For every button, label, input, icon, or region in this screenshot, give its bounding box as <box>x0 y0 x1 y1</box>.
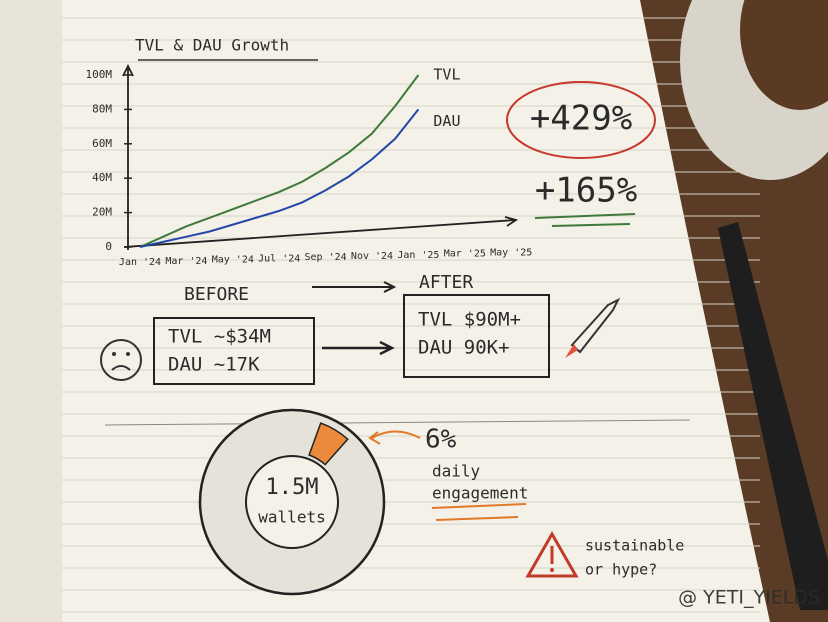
box-line: DAU 90K+ <box>418 337 510 359</box>
slice-label: 6% <box>425 425 457 455</box>
divider <box>104 419 691 426</box>
arrow <box>368 430 421 445</box>
y-tick-label: 100M <box>86 68 113 81</box>
annotation: +165% <box>535 171 637 211</box>
donut-caption: engagement <box>432 484 528 503</box>
highlight-circle <box>506 81 656 159</box>
box-heading: BEFORE <box>184 284 249 305</box>
mouth <box>111 365 131 371</box>
rocket-body <box>570 297 621 354</box>
pen <box>718 222 828 610</box>
annotation: +429% <box>530 99 632 139</box>
y-tick-label: 40M <box>92 171 112 184</box>
warning-dot <box>550 568 554 572</box>
watermark: @ YETI_YIELDS <box>678 587 820 609</box>
warning-triangle <box>525 530 579 578</box>
sad-face <box>100 339 142 381</box>
x-tick-label: Jan '25 <box>397 250 439 261</box>
x-tick-label: Mar '24 <box>165 256 207 267</box>
rocket-flame <box>565 344 578 358</box>
warning-icon <box>525 530 579 578</box>
arrow <box>312 281 397 293</box>
x-tick-label: Jul '24 <box>258 253 300 264</box>
box-line: TVL $90M+ <box>418 309 521 331</box>
x-tick-label: May '24 <box>212 255 254 266</box>
caption-underline <box>431 503 527 521</box>
series-label: DAU <box>433 112 460 130</box>
eye <box>126 352 130 356</box>
y-axis <box>122 63 134 250</box>
donut-center-label: wallets <box>258 508 325 527</box>
donut-slice <box>308 422 349 466</box>
box <box>403 294 550 378</box>
donut-center-label: 1.5M <box>266 475 319 500</box>
eye <box>112 352 116 356</box>
face <box>100 339 142 381</box>
annotation-underline <box>534 213 636 227</box>
series-line <box>139 108 420 248</box>
x-tick-label: May '25 <box>490 247 532 258</box>
x-tick-label: Jan '24 <box>119 257 161 268</box>
warning-text: or hype? <box>585 561 657 579</box>
y-tick-label: 60M <box>92 137 112 150</box>
donut-caption: daily <box>432 462 481 481</box>
box-line: DAU ~17K <box>168 354 260 376</box>
rocket <box>565 297 621 358</box>
warning-text: sustainable <box>585 537 684 555</box>
coffee <box>740 0 828 110</box>
x-tick-label: Sep '24 <box>305 252 347 263</box>
x-tick-label: Nov '24 <box>351 251 393 262</box>
left-page <box>0 0 62 622</box>
y-tick-label: 20M <box>92 206 112 219</box>
arrow <box>322 340 395 356</box>
series-line <box>139 74 420 248</box>
chart-title: TVL & DAU Growth <box>135 36 289 55</box>
x-axis <box>123 216 519 248</box>
y-tick-label: 0 <box>105 240 112 253</box>
y-tick-label: 80M <box>92 102 112 115</box>
box <box>153 317 315 385</box>
box-heading: AFTER <box>419 272 473 293</box>
series-label: TVL <box>433 66 460 84</box>
box-line: TVL ~$34M <box>168 326 271 348</box>
x-tick-label: Mar '25 <box>444 249 486 260</box>
donut-hole <box>245 455 339 549</box>
ruled-lines <box>62 17 760 613</box>
